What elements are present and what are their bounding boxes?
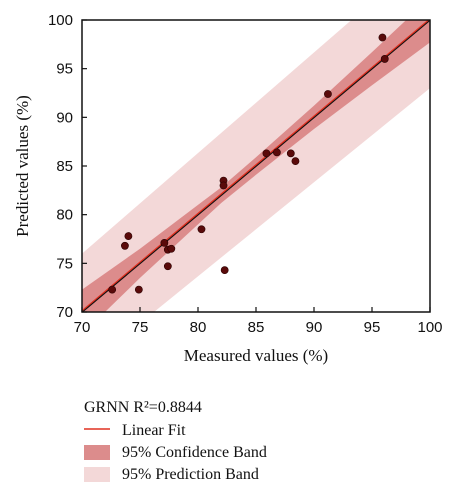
data-point	[167, 244, 176, 253]
y-axis-title: Predicted values (%)	[13, 95, 32, 237]
y-tick-label: 75	[56, 255, 73, 272]
legend-label-linear-fit: Linear Fit	[122, 422, 186, 439]
y-tick-label: 85	[56, 158, 73, 175]
legend-label-confidence-band: 95% Confidence Band	[122, 444, 267, 461]
y-tick-label: 100	[48, 12, 73, 29]
x-tick-label: 85	[248, 319, 265, 336]
y-tick-label: 95	[56, 61, 73, 78]
data-point	[291, 157, 300, 166]
legend: GRNN R²=0.8844 Linear Fit 95% Confidence…	[84, 399, 267, 483]
confidence-prediction-bands	[82, 20, 430, 312]
identity-line	[82, 20, 430, 312]
y-tick-label: 70	[56, 304, 73, 321]
x-axis-ticks: 70 75 80 85 90 95 100	[74, 307, 443, 336]
x-tick-label: 95	[364, 319, 381, 336]
legend-swatch-confidence-band	[84, 445, 110, 460]
data-point	[160, 238, 169, 247]
x-tick-label: 100	[417, 319, 442, 336]
fit-lines	[82, 20, 430, 312]
data-point	[380, 55, 389, 63]
x-axis-title: Measured values (%)	[184, 346, 328, 365]
data-point	[219, 181, 228, 190]
legend-title: GRNN R²=0.8844	[84, 399, 202, 416]
data-points	[108, 33, 389, 294]
linear-fit-line	[82, 20, 430, 312]
data-point	[286, 149, 295, 158]
legend-label-prediction-band: 95% Prediction Band	[122, 466, 259, 483]
x-tick-label: 90	[306, 319, 323, 336]
legend-swatch-prediction-band	[84, 467, 110, 482]
data-point	[134, 285, 143, 294]
data-point	[272, 148, 281, 157]
x-tick-label: 75	[132, 319, 149, 336]
data-point	[124, 232, 133, 240]
y-axis-ticks: 70 75 80 85 90 95 100	[48, 12, 87, 321]
data-point	[163, 262, 172, 271]
y-tick-label: 80	[56, 207, 73, 224]
y-tick-label: 90	[56, 109, 73, 126]
x-tick-label: 80	[190, 319, 207, 336]
data-point	[108, 285, 117, 294]
data-point	[324, 90, 332, 98]
data-point	[197, 225, 206, 234]
x-tick-label: 70	[74, 319, 91, 336]
data-point	[121, 241, 129, 250]
data-point	[220, 266, 229, 275]
data-point	[378, 33, 387, 42]
data-point	[262, 149, 271, 158]
